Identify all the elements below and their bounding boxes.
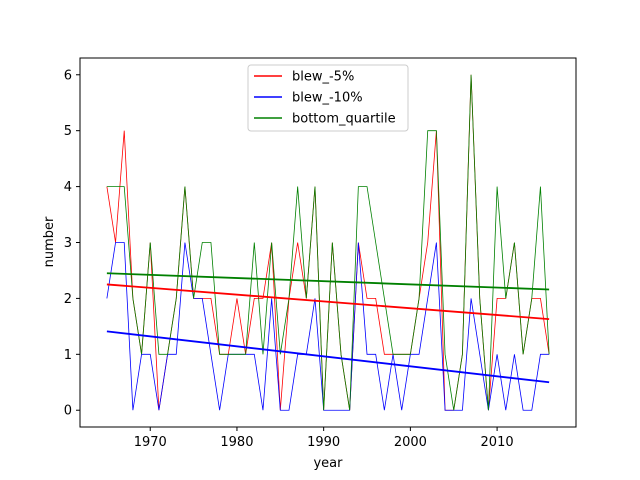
y-tick-label: 6: [64, 68, 72, 83]
series-layer: [106, 74, 550, 411]
x-tick-label: 1970: [134, 435, 167, 450]
y-tick-label: 5: [64, 124, 72, 139]
legend-label: bottom_quartile: [292, 112, 396, 127]
x-tick-label: 2000: [394, 435, 427, 450]
x-tick-label: 2010: [481, 435, 514, 450]
series-line-1: [106, 242, 550, 411]
trend-line-1: [106, 330, 550, 384]
x-tick-label: 1990: [307, 435, 340, 450]
x-axis-ticks: 1970 1980 1990 2000 2010: [134, 427, 514, 450]
legend: blew_-5% blew_-10% bottom_quartile: [247, 64, 409, 132]
y-axis-title: number: [42, 216, 57, 267]
series-line-2: [106, 74, 550, 411]
trend-line-2: [106, 272, 550, 291]
y-tick-label: 0: [64, 404, 72, 419]
x-tick-label: 1980: [220, 435, 253, 450]
legend-box: [247, 64, 409, 132]
y-tick-label: 2: [64, 292, 72, 307]
y-tick-label: 3: [64, 236, 72, 251]
y-tick-label: 4: [64, 180, 72, 195]
y-axis-ticks: 0 1 2 3 4 5 6: [64, 68, 80, 419]
trend-line-0: [106, 283, 550, 320]
legend-label: blew_-10%: [292, 91, 363, 106]
y-tick-label: 1: [64, 348, 72, 363]
legend-label: blew_-5%: [292, 70, 354, 85]
x-axis-title: year: [313, 456, 343, 471]
